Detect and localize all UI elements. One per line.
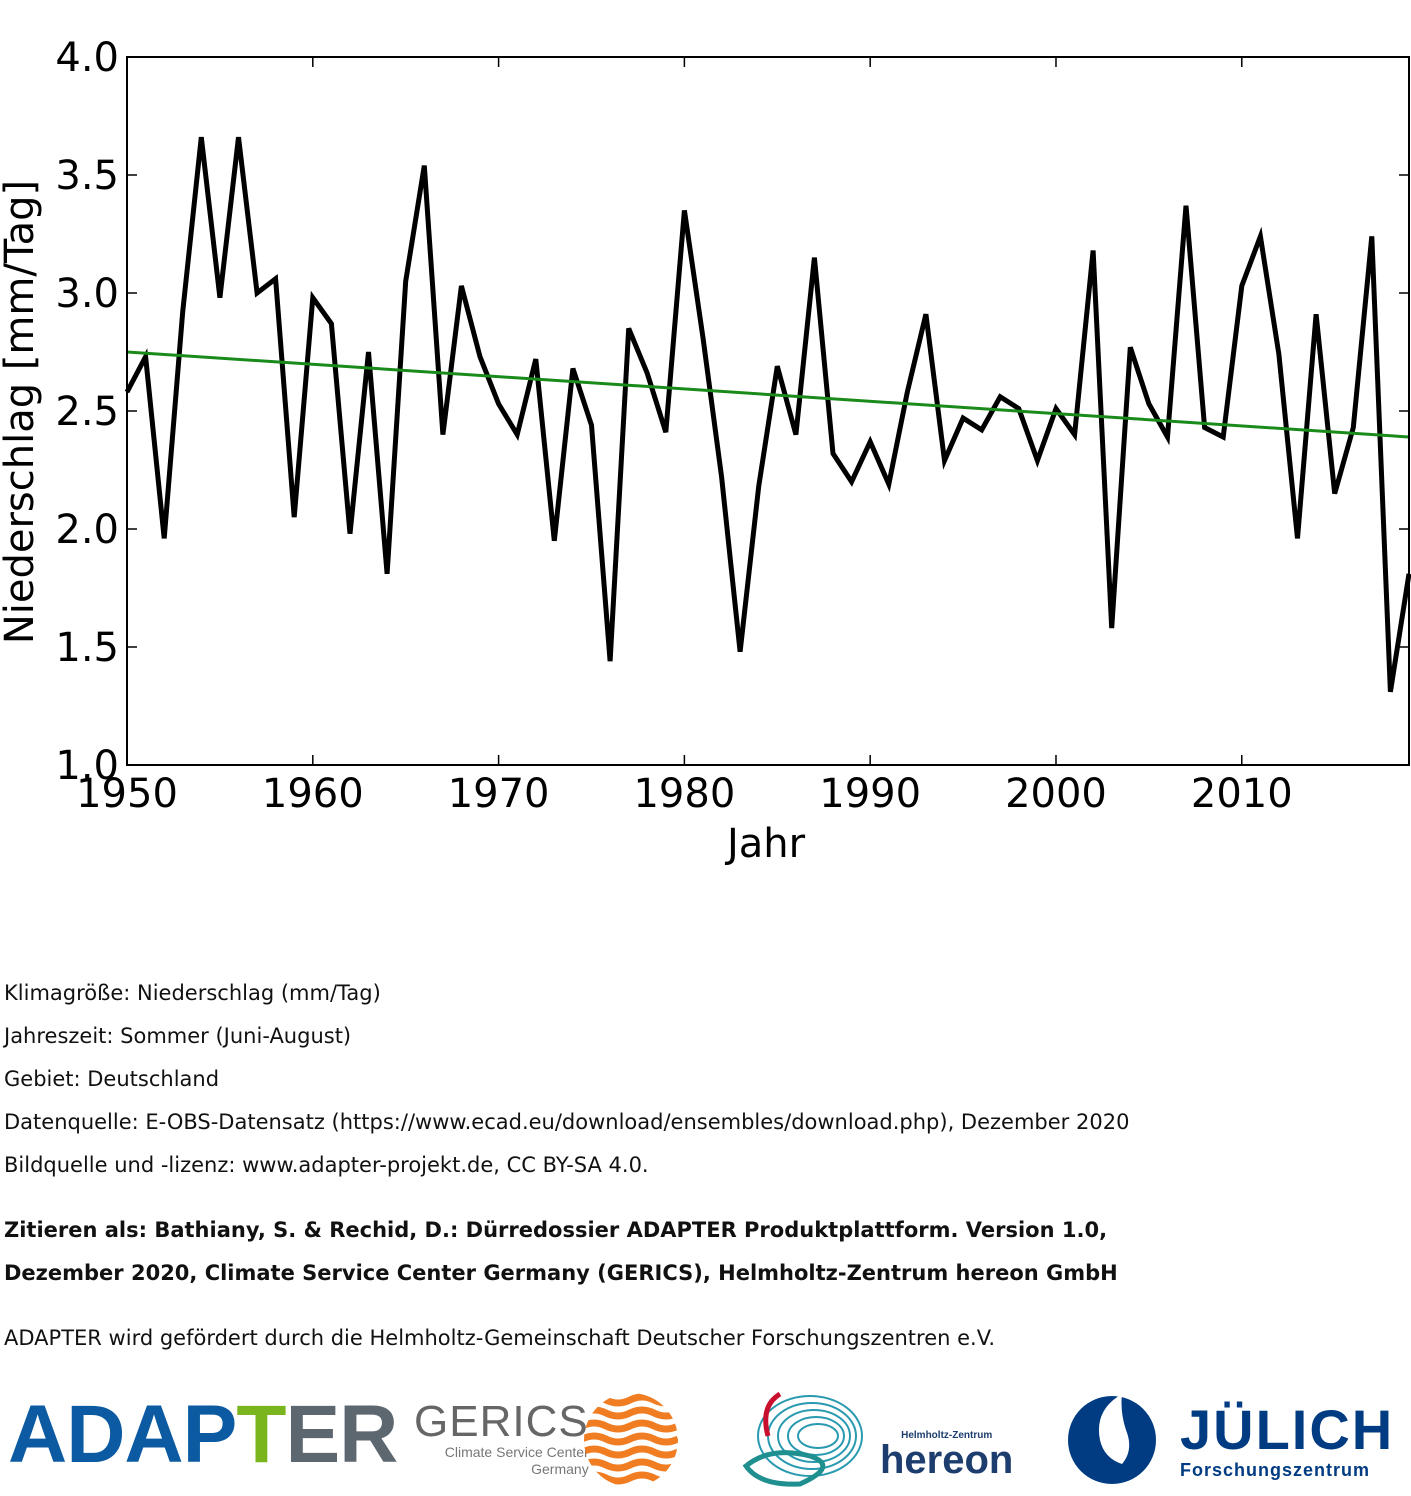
y-tick-label: 3.0 <box>55 271 119 317</box>
y-tick-label: 2.0 <box>55 507 119 553</box>
hereon-name: hereon <box>880 1438 1014 1482</box>
info-variable: Klimagröße: Niederschlag (mm/Tag) <box>4 981 381 1005</box>
x-tick-label: 1990 <box>819 771 921 817</box>
info-image-license: Bildquelle und -lizenz: www.adapter-proj… <box>4 1153 649 1177</box>
trend-line <box>126 350 1410 439</box>
x-tick-label: 2010 <box>1191 771 1293 817</box>
hereon-emblem-icon <box>742 1391 863 1487</box>
y-tick-label: 1.5 <box>55 625 119 671</box>
precipitation-series-line <box>124 136 1411 693</box>
hereon-logo: Helmholtz-Zentrum hereon <box>880 1430 1014 1482</box>
x-tick-label: 2000 <box>1005 771 1107 817</box>
citation-line-1: Zitieren als: Bathiany, S. & Rechid, D.:… <box>4 1218 1108 1242</box>
info-data-source: Datenquelle: E-OBS-Datensatz (https://ww… <box>4 1110 1130 1134</box>
y-tick-label: 2.5 <box>55 389 119 435</box>
gerics-subtitle-1: Climate Service Center <box>444 1444 589 1460</box>
info-season: Jahreszeit: Sommer (Juni-August) <box>4 1024 352 1048</box>
julich-name: JÜLICH <box>1180 1398 1395 1461</box>
gerics-logo: GERICS Climate Service Center Germany <box>414 1400 589 1478</box>
x-tick-label: 1960 <box>262 771 364 817</box>
funding-note: ADAPTER wird gefördert durch die Helmhol… <box>4 1326 996 1350</box>
julich-drop-icon <box>1068 1394 1156 1484</box>
y-tick-label: 3.5 <box>55 153 119 199</box>
precipitation-chart: 1950 1960 1970 1980 1990 2000 2010 1.0 1.5 2.0 2.5… <box>0 35 1411 867</box>
x-tick-label: 1950 <box>76 771 178 817</box>
x-axis-label: Jahr <box>724 821 806 867</box>
y-axis-label: Niederschlag [mm/Tag] <box>0 180 43 644</box>
citation-line-2: Dezember 2020, Climate Service Center Ge… <box>4 1261 1118 1285</box>
logo-bar: ADAPTER GERICS Climate Service Center Ge… <box>0 1380 1411 1496</box>
julich-subtitle: Forschungszentrum <box>1180 1460 1371 1480</box>
info-region: Gebiet: Deutschland <box>4 1067 220 1091</box>
gerics-wave-icon <box>584 1393 678 1485</box>
x-tick-label: 1980 <box>633 771 735 817</box>
y-tick-label: 4.0 <box>55 35 119 81</box>
y-tick-label: 1.0 <box>55 743 119 789</box>
julich-logo: JÜLICH Forschungszentrum <box>1180 1402 1394 1481</box>
hereon-small-text: Helmholtz-Zentrum <box>901 1430 993 1441</box>
adapter-logo: ADAPTER <box>8 1389 398 1480</box>
gerics-subtitle-2: Germany <box>531 1461 589 1477</box>
x-tick-label: 1970 <box>448 771 550 817</box>
gerics-title: GERICS <box>414 1397 589 1446</box>
